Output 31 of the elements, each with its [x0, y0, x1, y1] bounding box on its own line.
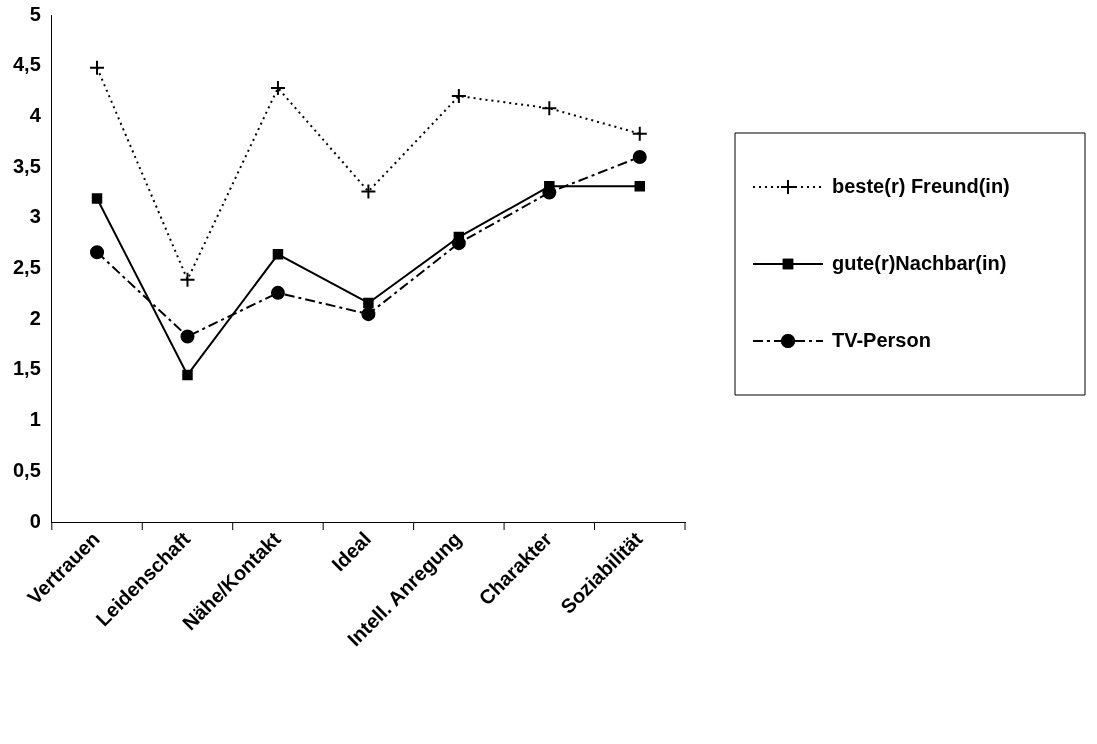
point: [89, 59, 106, 76]
legend-label: beste(r) Freund(in): [832, 174, 1010, 197]
point: [632, 149, 647, 164]
y-tick-label: 4,5: [12, 53, 41, 76]
y-tick-label: 2: [29, 306, 41, 329]
y-tick-label: 5: [29, 2, 41, 25]
y-tick-label: 2,5: [12, 256, 41, 279]
y-tick-label: 0: [29, 509, 41, 532]
point: [269, 80, 286, 97]
y-tick-label: 1: [29, 408, 41, 431]
point: [179, 271, 196, 288]
point: [631, 125, 648, 142]
point: [272, 249, 284, 260]
legend-label: TV-Person: [832, 328, 931, 351]
point: [270, 285, 285, 300]
point: [90, 245, 105, 260]
point: [634, 181, 646, 192]
point: [91, 193, 103, 204]
y-tick-label: 3: [29, 205, 41, 228]
point: [182, 369, 193, 381]
y-tick-label: 1,5: [12, 357, 41, 380]
y-tick-label: 3,5: [12, 154, 41, 177]
legend-label: gute(r)Nachbar(in): [832, 251, 1007, 274]
y-tick-label: 0,5: [12, 458, 41, 481]
point: [360, 183, 377, 200]
point: [363, 297, 374, 309]
point: [361, 307, 376, 322]
point: [180, 329, 195, 344]
point: [541, 100, 558, 117]
y-tick-label: 4: [29, 103, 42, 126]
point: [450, 88, 467, 105]
